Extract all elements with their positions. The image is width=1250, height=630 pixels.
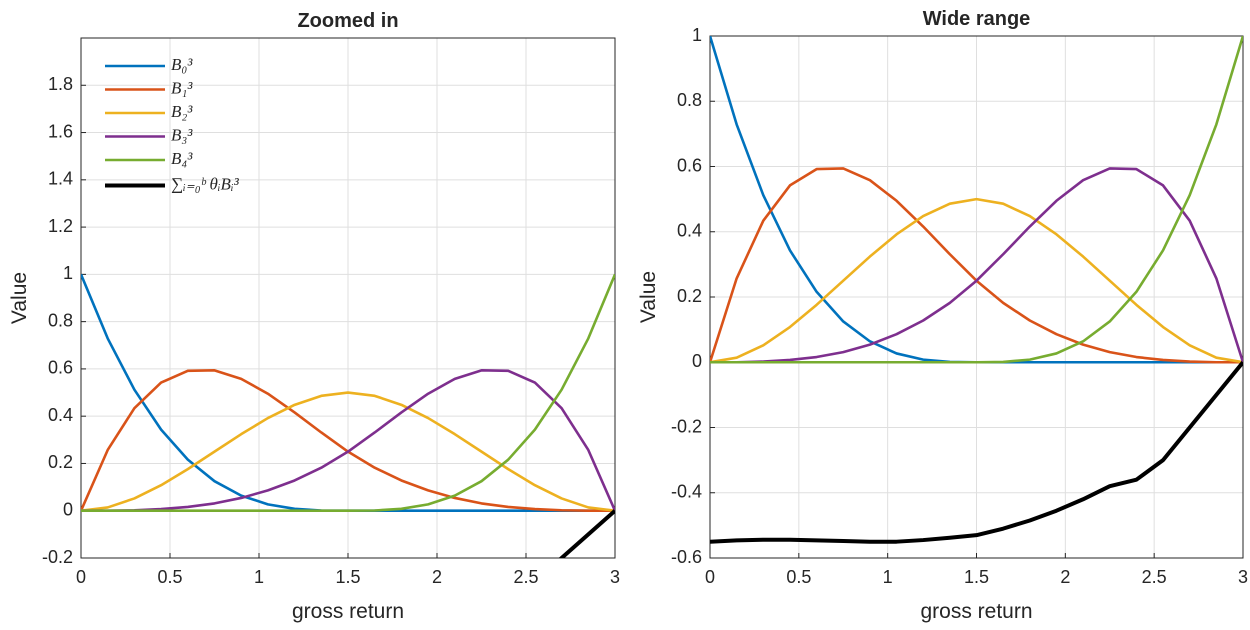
series-line	[710, 197, 1243, 364]
x-tick-label: 0.5	[157, 567, 182, 587]
x-tick-label: 2	[1060, 567, 1070, 587]
axes-box	[80, 37, 616, 559]
y-tick-label: 1.8	[48, 74, 73, 94]
y-tick-label: 0	[63, 499, 73, 519]
x-tick-label: 2.5	[1142, 567, 1167, 587]
x-axis-label: gross return	[920, 600, 1032, 623]
y-tick-label: 0.8	[677, 90, 702, 110]
y-tick-label: 0.2	[48, 452, 73, 472]
series-line	[81, 273, 615, 513]
plot-lines	[710, 36, 1243, 544]
x-tick-label: 1	[254, 567, 264, 587]
x-axis-label: gross return	[292, 600, 404, 623]
legend-label: B₁³	[171, 78, 193, 97]
series-line	[81, 369, 615, 513]
y-tick-label: 1	[692, 25, 702, 45]
x-tick-label: 2.5	[513, 567, 538, 587]
y-tick-label: 0.8	[48, 310, 73, 330]
y-tick-label: 0.6	[677, 155, 702, 175]
y-axis-label: Value	[8, 272, 31, 324]
series-line	[710, 167, 1243, 364]
series-line	[710, 360, 1243, 544]
legend-label: B₄³	[171, 149, 193, 168]
x-tick-label: 1.5	[335, 567, 360, 587]
y-tick-label: -0.2	[42, 547, 73, 567]
legend-label: B₃³	[171, 125, 193, 144]
x-tick-label: 1.5	[964, 567, 989, 587]
chart-title: Zoomed in	[297, 10, 398, 32]
y-tick-label: -0.2	[671, 416, 702, 436]
x-tick-label: 1	[883, 567, 893, 587]
x-tick-label: 0	[76, 567, 86, 587]
y-axis-label: Value	[637, 271, 660, 323]
y-tick-label: -0.6	[671, 547, 702, 567]
x-tick-label: 0.5	[786, 567, 811, 587]
series-line	[81, 391, 615, 513]
x-tick-label: 3	[1238, 567, 1248, 587]
legend-label: B₀³	[171, 55, 193, 74]
y-tick-label: 1.4	[48, 169, 73, 189]
x-tick-label: 3	[610, 567, 620, 587]
y-tick-label: 0.6	[48, 358, 73, 378]
series-line	[710, 36, 1243, 364]
y-tick-label: 1	[63, 263, 73, 283]
legend-label: B₂³	[171, 102, 193, 121]
chart-title: Wide range	[923, 8, 1031, 30]
legend-label: ∑ᵢ₌₀ᵇ θᵢBᵢ³	[171, 174, 240, 193]
y-tick-label: -0.4	[671, 482, 702, 502]
axes-box	[709, 35, 1244, 559]
plot-lines	[81, 273, 615, 558]
y-tick-label: 0.2	[677, 286, 702, 306]
x-tick-label: 2	[432, 567, 442, 587]
y-tick-label: 0.4	[48, 405, 73, 425]
x-tick-label: 0	[705, 567, 715, 587]
y-tick-label: 1.6	[48, 121, 73, 141]
y-tick-label: 0	[692, 351, 702, 371]
y-tick-label: 1.2	[48, 216, 73, 236]
y-tick-label: 0.4	[677, 221, 702, 241]
